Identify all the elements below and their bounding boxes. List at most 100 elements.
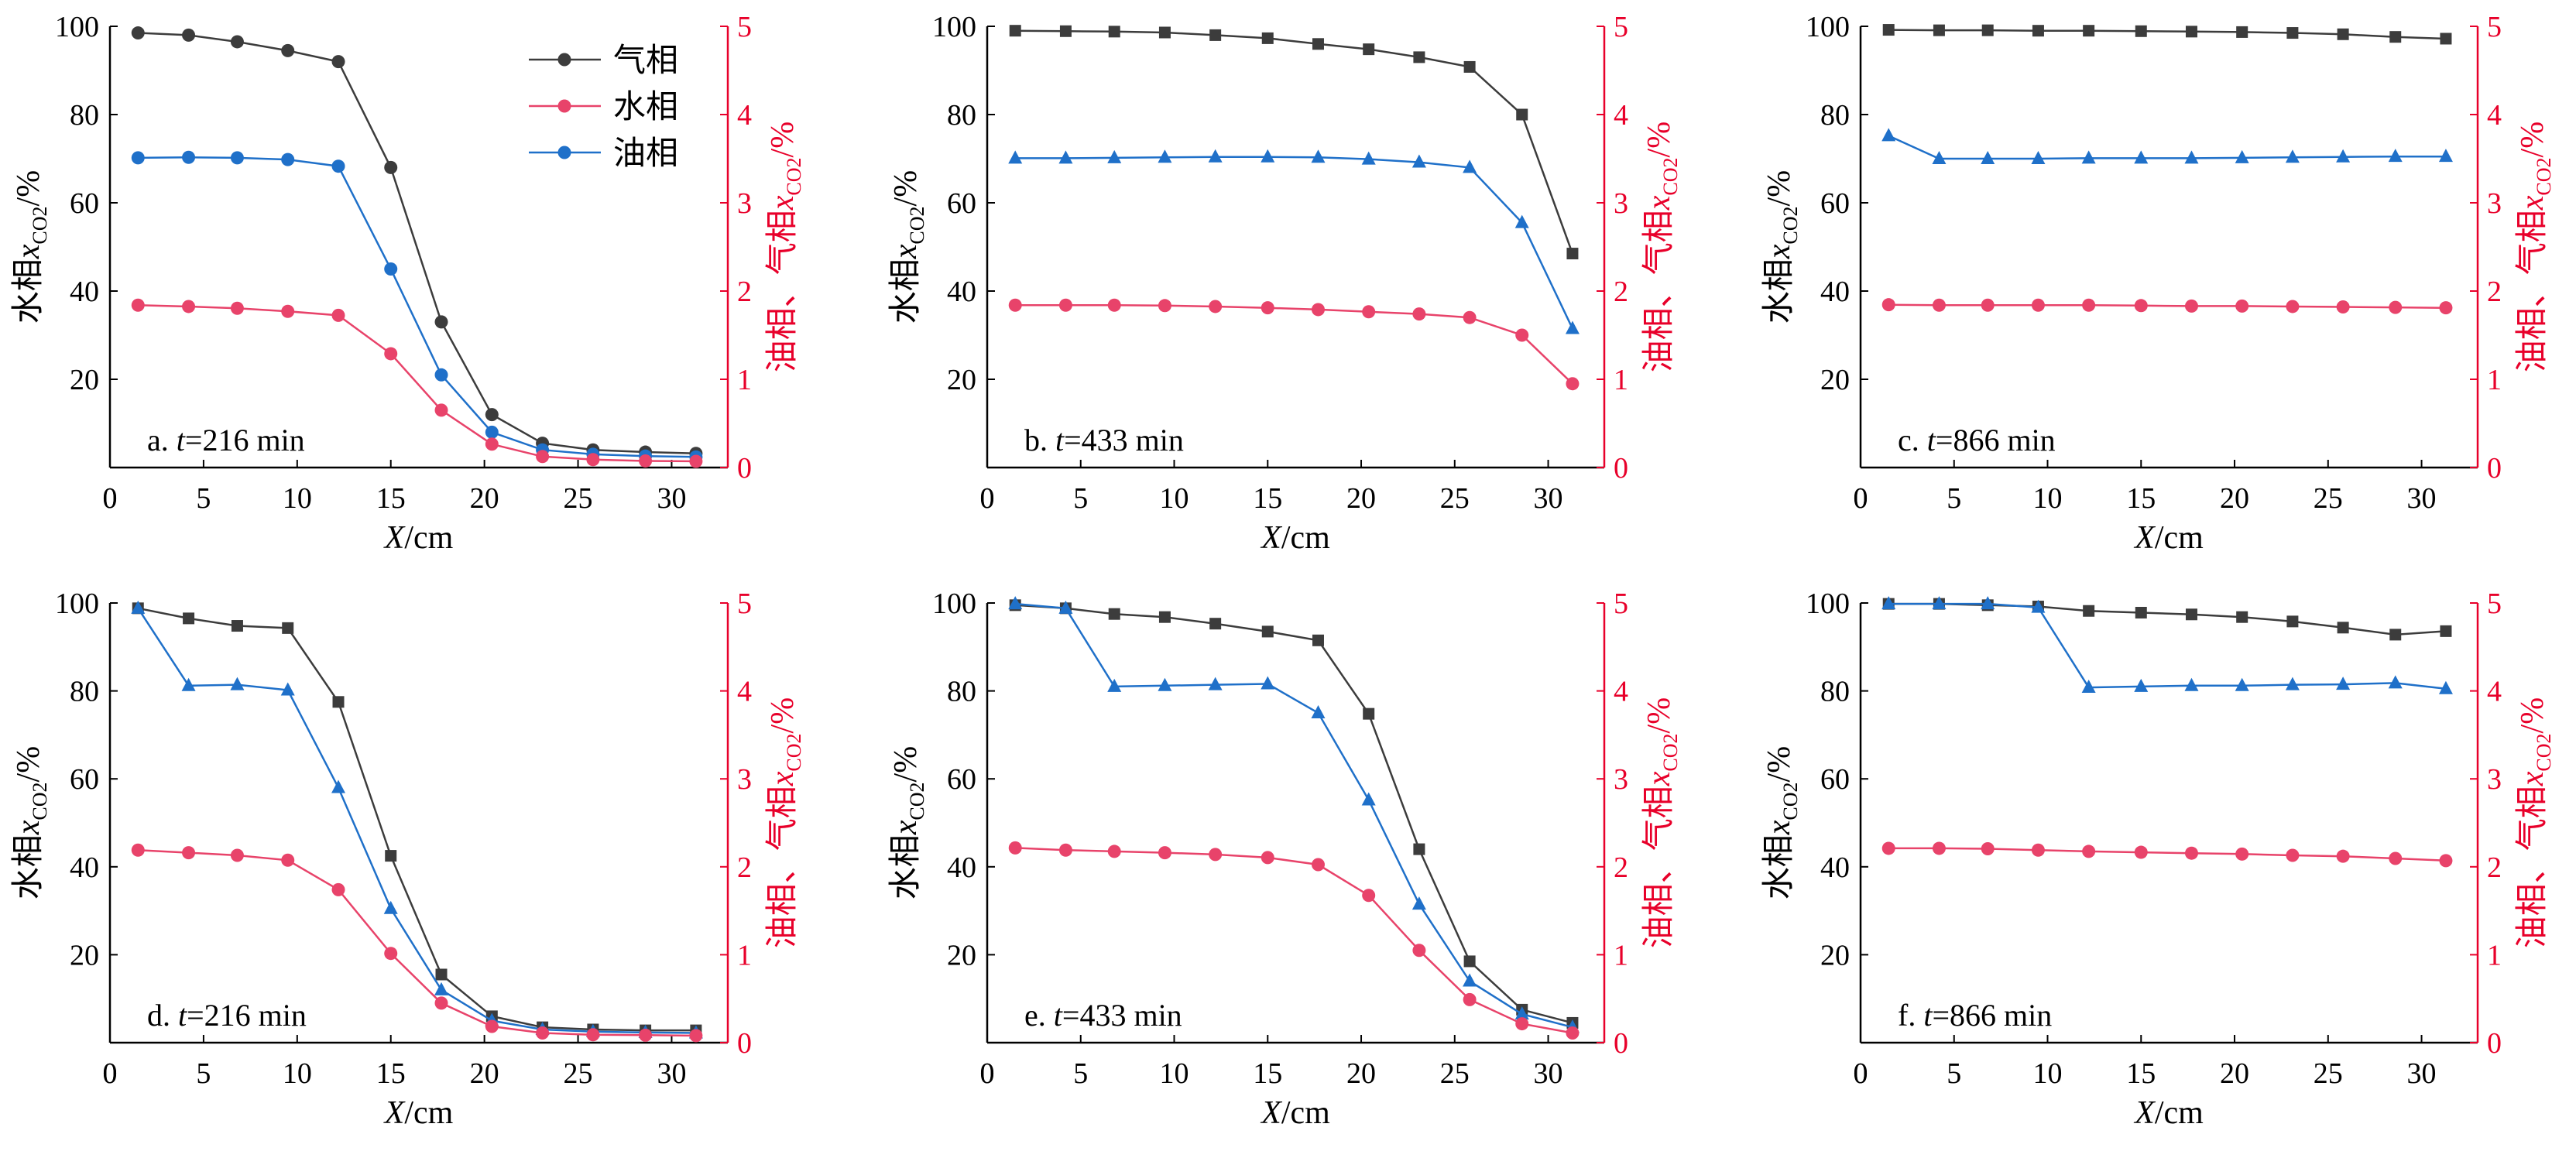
x-tick-label: 30 bbox=[1534, 1057, 1563, 1090]
right-y-tick-label: 1 bbox=[737, 364, 752, 396]
x-label-unit: /cm bbox=[1281, 1095, 1330, 1131]
x-tick-label: 25 bbox=[1440, 1057, 1470, 1090]
y-tick-label: 40 bbox=[70, 851, 99, 884]
data-point-water bbox=[2031, 843, 2045, 857]
y-tick-label: 0 bbox=[103, 482, 118, 515]
x-tick-label: 5 bbox=[1947, 482, 1961, 515]
y-tick-label: 100 bbox=[55, 588, 99, 620]
x-tick-label: 15 bbox=[1253, 1057, 1282, 1090]
x-tick-label: 15 bbox=[2126, 1057, 2156, 1090]
x-axis-label: X/cm bbox=[1260, 1095, 1330, 1131]
data-point-water bbox=[2031, 298, 2045, 312]
y-tick-label: 80 bbox=[70, 99, 99, 132]
data-point-water bbox=[1515, 1017, 1529, 1031]
data-point-water bbox=[689, 1029, 703, 1043]
data-point-water bbox=[384, 947, 398, 961]
data-point-oil bbox=[230, 151, 244, 165]
x-label-var: X bbox=[1260, 520, 1283, 556]
right-y-tick-label: 1 bbox=[2487, 364, 2502, 396]
data-point-oil bbox=[131, 600, 146, 614]
data-point-oil bbox=[1932, 151, 1947, 164]
data-point-gas bbox=[1933, 24, 1945, 36]
y-label-var: x bbox=[2515, 771, 2550, 786]
data-point-oil bbox=[1411, 154, 1426, 168]
data-point-gas bbox=[331, 55, 345, 69]
data-point-water bbox=[1412, 944, 1426, 958]
data-point-oil bbox=[2031, 151, 2046, 164]
right-y-tick-label: 0 bbox=[1614, 452, 1628, 485]
data-point-water bbox=[2389, 300, 2403, 314]
data-point-water bbox=[1261, 301, 1274, 315]
y-tick-label: 0 bbox=[103, 1057, 118, 1090]
series-line-water bbox=[1888, 847, 2446, 862]
data-point-water bbox=[1566, 1026, 1580, 1040]
series-line-gas bbox=[1015, 29, 1574, 255]
y-tick-label: 60 bbox=[70, 763, 99, 796]
y-label-sub: CO2 bbox=[783, 157, 805, 195]
data-point-water bbox=[2235, 847, 2249, 861]
data-point-oil bbox=[2336, 677, 2351, 690]
data-point-water bbox=[1058, 843, 1072, 857]
y-label-var: x bbox=[765, 195, 801, 211]
right-y-tick-label: 3 bbox=[1614, 763, 1628, 796]
y-axis-label-left: 水相xCO2/% bbox=[11, 170, 51, 324]
panel-label-prefix: e. bbox=[1024, 998, 1054, 1033]
legend-marker-oil bbox=[557, 146, 571, 159]
panel-label: f. t=866 min bbox=[1898, 998, 2052, 1033]
data-point-gas bbox=[1108, 26, 1120, 38]
y-tick-label: 60 bbox=[1820, 187, 1850, 220]
right-y-tick-label: 1 bbox=[1614, 939, 1628, 971]
x-tick-label: 0 bbox=[103, 1057, 118, 1090]
data-point-oil bbox=[384, 262, 398, 276]
right-y-tick-label: 3 bbox=[2487, 187, 2502, 220]
y-tick-label: 100 bbox=[55, 11, 99, 43]
data-point-water bbox=[2082, 845, 2096, 858]
series-line-oil bbox=[137, 608, 696, 1034]
x-tick-label: 5 bbox=[1073, 482, 1088, 515]
data-point-oil bbox=[1932, 596, 1947, 610]
data-point-water bbox=[131, 843, 145, 857]
legend-label-oil: 油相 bbox=[613, 136, 678, 172]
right-y-tick-label: 5 bbox=[1614, 11, 1628, 43]
data-point-gas bbox=[2440, 33, 2452, 45]
series-line-water bbox=[1015, 847, 1573, 1034]
x-tick-label: 10 bbox=[283, 482, 312, 515]
data-point-oil bbox=[2235, 677, 2249, 691]
data-point-water bbox=[485, 1019, 499, 1033]
x-tick-label: 0 bbox=[980, 482, 995, 515]
x-label-var: X bbox=[383, 520, 406, 556]
y-label-phase: 油相、气相 bbox=[2515, 210, 2550, 372]
y-tick-label: 20 bbox=[947, 364, 976, 396]
panel-label-rest: =433 min bbox=[1064, 423, 1184, 457]
data-point-oil bbox=[1058, 600, 1073, 614]
y-tick-label: 40 bbox=[70, 276, 99, 308]
series-line-gas bbox=[1015, 604, 1573, 1024]
right-y-tick-label: 4 bbox=[2487, 676, 2502, 708]
data-point-oil bbox=[1158, 677, 1172, 691]
data-point-oil bbox=[434, 368, 448, 382]
data-point-water bbox=[536, 450, 550, 464]
right-y-tick-label: 5 bbox=[2487, 11, 2502, 43]
panel-label-prefix: f. bbox=[1898, 998, 1923, 1033]
panel-label-prefix: d. bbox=[147, 998, 178, 1033]
data-point-oil bbox=[1261, 676, 1275, 690]
data-point-gas bbox=[2236, 26, 2248, 38]
data-point-oil bbox=[1361, 151, 1376, 165]
data-point-water bbox=[384, 347, 398, 361]
data-point-oil bbox=[1463, 973, 1477, 987]
x-axis-label: X/cm bbox=[2133, 520, 2204, 556]
panel-label: d. t=216 min bbox=[147, 998, 307, 1033]
x-tick-label: 25 bbox=[2314, 1057, 2343, 1090]
data-point-water bbox=[230, 848, 244, 862]
data-point-gas bbox=[2286, 615, 2299, 628]
x-label-var: X bbox=[2133, 520, 2156, 556]
right-y-tick-label: 0 bbox=[737, 452, 752, 485]
series-line-water bbox=[1015, 303, 1573, 385]
data-point-oil bbox=[2081, 150, 2096, 164]
x-tick-label: 20 bbox=[2220, 482, 2249, 515]
right-y-tick-label: 0 bbox=[2487, 1027, 2502, 1060]
series-line-gas bbox=[138, 607, 696, 1032]
series-line-gas bbox=[1888, 29, 2446, 40]
x-axis-label: X/cm bbox=[2133, 1095, 2204, 1131]
